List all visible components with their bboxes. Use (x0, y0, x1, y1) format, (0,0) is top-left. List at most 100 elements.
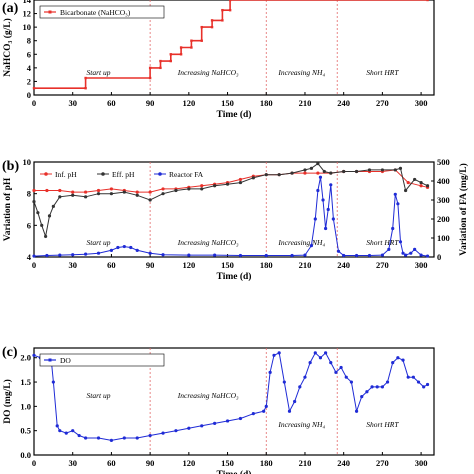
phase-label: Increasing NaHCO₃ (177, 238, 239, 247)
data-point (190, 46, 192, 48)
data-point (226, 419, 229, 422)
data-point (129, 246, 132, 249)
data-point (278, 173, 281, 176)
chart-panel-2: (b) Start up Increasing NaHCO₃ Increasing N… (2, 157, 469, 282)
legend: Inf. pH Eff. pH Reactor FA (40, 170, 204, 179)
data-point (161, 432, 164, 435)
y-tick-label: 10 (23, 22, 32, 32)
data-point (329, 171, 332, 174)
data-point (239, 181, 242, 184)
data-point (413, 178, 416, 181)
data-point (426, 383, 429, 386)
data-point (97, 252, 100, 255)
data-point (84, 190, 87, 193)
data-point (161, 192, 164, 195)
data-point (201, 26, 203, 28)
data-point (33, 87, 35, 89)
x-tick-label: 240 (337, 458, 350, 468)
data-point (303, 171, 306, 174)
data-point (288, 410, 291, 413)
data-point (310, 167, 313, 170)
data-point (334, 371, 337, 374)
legend-label: Eff. pH (112, 170, 135, 179)
data-point (187, 254, 190, 257)
data-point (394, 193, 397, 196)
x-tick-label: 30 (68, 260, 77, 270)
data-point (368, 254, 371, 257)
y-tick-label: 1.0 (20, 401, 31, 411)
y2-tick-label: 200 (437, 214, 450, 224)
phase-label: Increasing NaHCO₃ (177, 391, 239, 400)
series-inf-ph (32, 168, 429, 193)
x-tick-label: 60 (107, 458, 116, 468)
data-point (97, 189, 100, 192)
data-point (170, 53, 172, 55)
y2-tick-label: 0 (437, 252, 441, 262)
x-tick-label: 180 (260, 260, 273, 270)
data-point (419, 254, 422, 257)
data-point (278, 351, 281, 354)
x-tick-label: 0 (32, 260, 36, 270)
x-tick-label: 120 (182, 260, 195, 270)
y2-tick-label: 400 (437, 176, 450, 186)
data-point (136, 190, 139, 193)
data-point (180, 53, 182, 55)
data-point (426, 184, 429, 187)
x-axis-title: Time (d) (217, 469, 252, 474)
x-tick-label: 180 (260, 98, 273, 108)
data-point (45, 189, 48, 192)
data-point (272, 354, 275, 357)
x-tick-label: 90 (146, 260, 155, 270)
data-point (149, 434, 152, 437)
phase-label: Short HRT (366, 68, 399, 77)
data-point (329, 183, 332, 186)
x-tick-label: 300 (415, 458, 428, 468)
x-tick-label: 120 (182, 458, 195, 468)
data-point (365, 390, 368, 393)
x-tick-label: 180 (260, 458, 273, 468)
phase-label: Short HRT (366, 420, 399, 429)
y-axis-title: Variation of pH (3, 177, 13, 241)
data-point (323, 170, 326, 173)
y-tick-label: 6 (27, 49, 31, 59)
legend-label: Bicarbonate (NaHCO₃) (60, 8, 131, 17)
x-axis-title: Time (d) (217, 271, 252, 282)
data-point (84, 253, 87, 256)
series-eff-ph (32, 162, 429, 238)
data-point (412, 376, 415, 379)
data-point (419, 184, 422, 187)
data-point (110, 187, 113, 190)
series-line (34, 164, 428, 237)
data-point (52, 205, 55, 208)
data-point (136, 249, 139, 252)
data-point (381, 385, 384, 388)
data-point (399, 167, 402, 170)
data-point (337, 250, 340, 253)
data-point (426, 254, 429, 257)
data-point (36, 211, 39, 214)
data-point (159, 67, 161, 69)
phase-label: Increasing NH₄ (277, 420, 325, 429)
data-point (269, 371, 272, 374)
data-point (159, 60, 161, 62)
data-point (404, 189, 407, 192)
y-tick-label: 14 (23, 0, 32, 5)
x-tick-label: 300 (415, 98, 428, 108)
data-point (350, 380, 353, 383)
phase-label: Increasing NH₄ (277, 238, 325, 247)
data-point (368, 168, 371, 171)
data-point (316, 162, 319, 165)
y-tick-label: 6 (27, 220, 31, 230)
data-point (211, 26, 213, 28)
y-tick-label: 1.5 (20, 377, 31, 387)
x-tick-label: 300 (415, 260, 428, 270)
data-point (262, 410, 265, 413)
legend-marker (49, 359, 52, 362)
data-point (386, 380, 389, 383)
data-point (97, 436, 100, 439)
panel-label: (b) (2, 159, 19, 174)
data-point (303, 254, 306, 257)
data-point (149, 252, 152, 255)
data-point (355, 170, 358, 173)
